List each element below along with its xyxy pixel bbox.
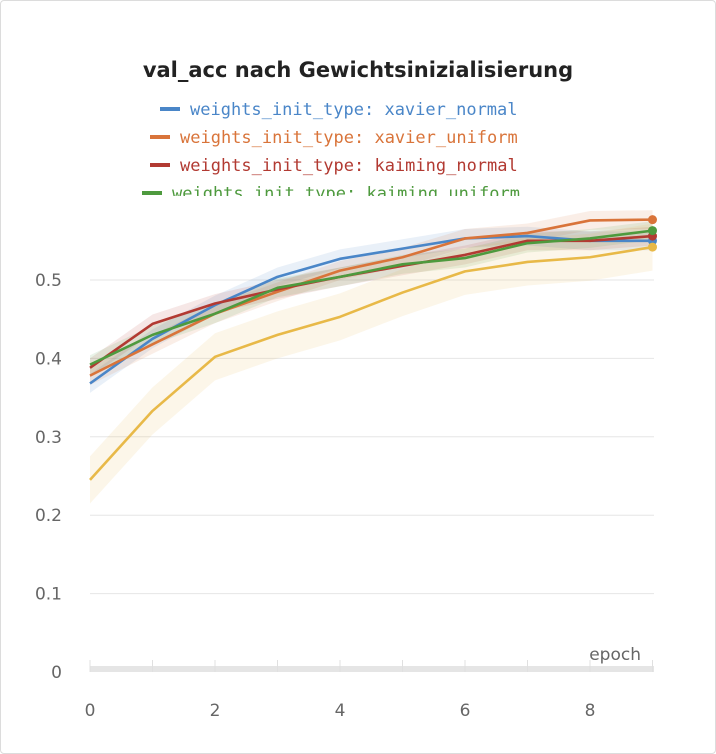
end-points bbox=[648, 215, 657, 252]
y-tick-label: 0.5 bbox=[35, 271, 62, 291]
grid-lines bbox=[90, 279, 654, 595]
series-line bbox=[89, 234, 653, 385]
legend-swatch bbox=[160, 107, 180, 111]
series-line bbox=[89, 229, 653, 366]
y-tick-label: 0.2 bbox=[35, 506, 62, 526]
y-tick-label: 0 bbox=[51, 663, 62, 683]
legend-label: weights_init_type: xavier_normal bbox=[190, 100, 518, 120]
chart-legend: weights_init_type: xavier_normal weights_… bbox=[138, 98, 608, 196]
series-line bbox=[89, 245, 653, 481]
chart-title: val_acc nach Gewichtsinizialisierung bbox=[142, 58, 574, 82]
series-end-point bbox=[648, 215, 657, 225]
legend-item: weights_init_type: xavier_normal bbox=[138, 98, 608, 126]
series-end-point bbox=[648, 242, 657, 252]
x-tick-label: 6 bbox=[460, 701, 471, 721]
x-tick-label: 8 bbox=[585, 701, 596, 721]
series-end-point bbox=[648, 226, 657, 236]
x-tick-label: 0 bbox=[85, 701, 96, 721]
y-tick-label: 0.1 bbox=[35, 585, 62, 605]
series-band bbox=[90, 223, 653, 504]
legend-item: weights_init_type: kaiming_normal bbox=[138, 154, 608, 182]
series-band bbox=[90, 226, 653, 393]
x-tick-label: 4 bbox=[335, 701, 346, 721]
x-tick-label: 2 bbox=[210, 701, 221, 721]
legend-swatch bbox=[150, 135, 170, 139]
x-axis-label: epoch bbox=[589, 645, 641, 665]
series-band bbox=[90, 210, 653, 386]
legend-label: weights_init_type: xavier_uniform bbox=[180, 128, 518, 148]
legend-swatch bbox=[150, 163, 170, 167]
axes: 0 0.1 0.2 0.3 0.4 0.5 0 2 4 6 8 bbox=[35, 271, 654, 721]
series-lines bbox=[89, 218, 653, 481]
legend-item: weights_init_type: xavier_uniform bbox=[138, 126, 608, 154]
legend-label: weights_init_type: kaiming_normal bbox=[180, 156, 518, 176]
y-tick-label: 0.3 bbox=[35, 428, 62, 448]
y-tick-label: 0.4 bbox=[35, 349, 62, 369]
legend-item: weights_init_type: kaiming_uniform bbox=[138, 182, 608, 196]
series-line bbox=[89, 218, 653, 377]
x-axis-line bbox=[90, 666, 654, 672]
legend-swatch bbox=[142, 191, 162, 195]
legend-label: weights_init_type: kaiming_uniform bbox=[172, 184, 520, 196]
